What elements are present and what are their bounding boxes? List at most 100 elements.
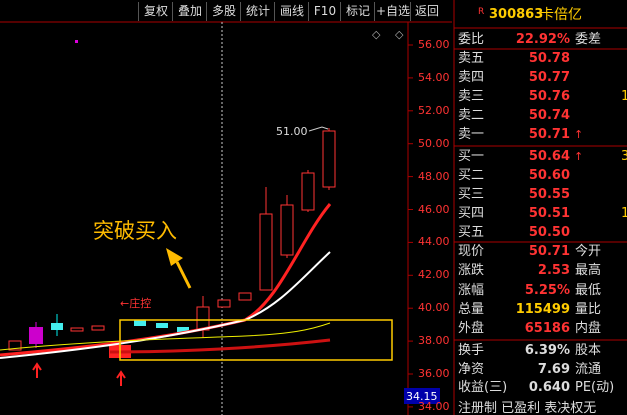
- row-label: 卖四: [458, 70, 485, 85]
- row-value: 50.77: [528, 70, 570, 85]
- row-label: 买三: [458, 187, 485, 202]
- arrow: [166, 248, 183, 266]
- ma-line: [109, 338, 331, 354]
- arrow: [116, 370, 126, 386]
- row-label: 换手: [458, 343, 485, 358]
- arrow: [175, 261, 192, 289]
- peak-label: 51.00: [276, 125, 308, 138]
- candle: [51, 323, 63, 330]
- row-label: 买五: [458, 225, 485, 240]
- row-value: 22.92%: [515, 32, 570, 47]
- row-label: 总量: [458, 301, 485, 317]
- row-label2: 最低: [575, 282, 602, 298]
- icon: ◇: [372, 28, 381, 41]
- row-label: 外盘: [458, 321, 485, 337]
- row-label: 卖二: [458, 108, 485, 123]
- row-label: 收益(三): [458, 380, 508, 395]
- row-label2: 流通: [575, 361, 602, 377]
- row-label: 买一: [458, 149, 485, 164]
- price-tick: 48.00: [418, 169, 450, 183]
- row-label: 现价: [458, 244, 485, 259]
- toolbar-button[interactable]: 画线: [274, 2, 309, 21]
- toolbar-button[interactable]: 标记: [340, 2, 375, 21]
- ma-line: [0, 251, 331, 359]
- row-value: 50.74: [528, 108, 570, 123]
- row-label2: 最高: [575, 263, 602, 279]
- candle: [156, 323, 168, 328]
- toolbar-button[interactable]: +自选: [374, 2, 411, 21]
- row-value: 50.64: [528, 149, 570, 164]
- toolbar-button[interactable]: 返回: [410, 2, 443, 21]
- row-value: 50.55: [528, 187, 570, 202]
- highlight-box: [119, 319, 393, 361]
- toolbar-button[interactable]: 多股: [206, 2, 241, 21]
- price-tick: 56.00: [418, 38, 450, 51]
- candle: [134, 320, 146, 326]
- current-price: 34.15: [406, 390, 438, 403]
- row-label: 净资: [458, 361, 485, 377]
- annotation: 突破买入: [93, 219, 177, 243]
- row-value: 50.71: [528, 244, 570, 259]
- marker: ←庄控: [120, 297, 152, 310]
- price-tick: 54.00: [418, 70, 450, 84]
- flag: R: [478, 7, 485, 17]
- row-value: 65186: [524, 321, 570, 337]
- row-label: 委比: [458, 32, 485, 47]
- row-volume: 1: [621, 206, 627, 221]
- row-volume: 3: [621, 149, 627, 164]
- row-value: 0.640: [528, 380, 570, 395]
- row-volume: 1: [621, 89, 627, 104]
- toolbar-button[interactable]: 统计: [240, 2, 275, 21]
- stock-name: 卡倍亿: [540, 7, 582, 23]
- row-value: 7.69: [537, 361, 570, 377]
- dot: [75, 40, 78, 43]
- toolbar-button[interactable]: 叠加: [172, 2, 207, 21]
- row-value: 50.76: [528, 89, 570, 104]
- price-box: [404, 388, 440, 404]
- leader: [308, 126, 329, 132]
- row-label: 涨跌: [458, 263, 485, 279]
- price-tick: 52.00: [418, 103, 450, 117]
- row-label2: 股本: [575, 343, 602, 358]
- candles: [8, 128, 336, 351]
- row-value: 50.60: [528, 168, 570, 183]
- toolbar-button[interactable]: 复权: [138, 2, 173, 21]
- row-value: 2.53: [537, 263, 570, 279]
- row-value: 5.25%: [524, 282, 570, 298]
- row-label2: 量比: [575, 301, 602, 317]
- price-tick: 40.00: [418, 301, 450, 315]
- row-value: 50.50: [528, 225, 570, 240]
- row-value: 50.78: [528, 51, 570, 66]
- price-tick: 50.00: [418, 136, 450, 150]
- row-arrow: ↑: [574, 128, 584, 141]
- arrow: [32, 362, 42, 378]
- row-label: 卖一: [458, 127, 485, 142]
- row-label: 买四: [458, 206, 485, 221]
- toolbar-button[interactable]: F10: [308, 2, 341, 21]
- row-label2: PE(动): [575, 380, 615, 395]
- price-tick: 38.00: [418, 334, 450, 348]
- icon: ◇: [395, 28, 404, 41]
- row-value: 50.71: [528, 127, 570, 142]
- row-label: 买二: [458, 168, 485, 183]
- row-value: 50.51: [528, 206, 570, 221]
- candle: [29, 327, 43, 344]
- row-label: 卖五: [458, 51, 485, 66]
- chart-bg: [0, 0, 452, 415]
- row-value: 6.39%: [524, 343, 570, 358]
- stock-code: 300863: [489, 7, 544, 22]
- price-tick: 36.00: [418, 367, 450, 380]
- price-tick: 46.00: [418, 202, 450, 216]
- row-label2: 今开: [575, 244, 602, 259]
- row-label: 涨幅: [458, 282, 485, 298]
- row-arrow: ↑: [574, 150, 584, 163]
- ma-line: [0, 322, 331, 351]
- footer: 注册制 已盈利 表决权无: [458, 401, 597, 415]
- row-label2: 委差: [575, 32, 602, 47]
- row-label2: 内盘: [575, 321, 602, 337]
- price-tick: 34.00: [418, 399, 450, 413]
- candle: [177, 327, 189, 333]
- price-tick: 42.00: [418, 268, 450, 282]
